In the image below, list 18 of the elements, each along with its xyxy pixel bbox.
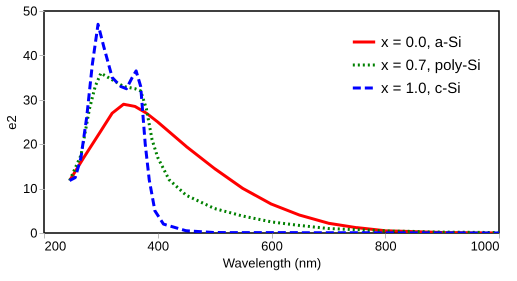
line-series bbox=[68, 22, 499, 233]
y-tick-label: 20 bbox=[23, 136, 38, 152]
y-axis-title: e2 bbox=[4, 115, 20, 130]
x-tick-label: 1000 bbox=[470, 238, 500, 254]
legend-label: x = 0.7, poly-Si bbox=[381, 57, 481, 74]
y-tick-label: 40 bbox=[23, 48, 38, 63]
x-tick-label: 800 bbox=[374, 238, 397, 254]
y-tick-label: 30 bbox=[23, 92, 38, 108]
x-axis-title: Wavelength (nm) bbox=[222, 256, 322, 270]
x-tick-label: 400 bbox=[147, 238, 170, 254]
line-series bbox=[68, 72, 499, 233]
x-tick-label: 200 bbox=[44, 238, 66, 254]
y-tick-label: 10 bbox=[23, 181, 38, 196]
y-tick-label: 50 bbox=[23, 4, 38, 18]
y-tick-label: 0 bbox=[30, 226, 38, 240]
legend-label: x = 0.0, a-Si bbox=[381, 34, 462, 51]
x-tick-label: 600 bbox=[261, 238, 283, 254]
legend-label: x = 1.0, c-Si bbox=[381, 80, 461, 97]
